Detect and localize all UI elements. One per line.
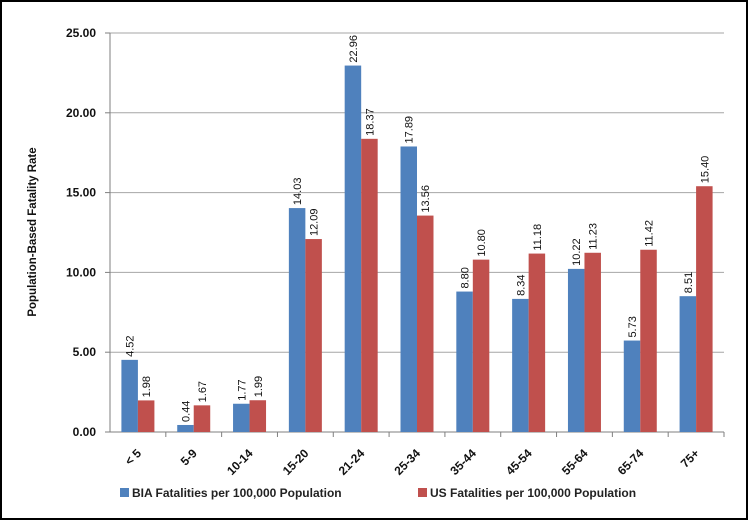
y-tick-label: 25.00 <box>66 26 96 40</box>
us-data-label: 18.37 <box>364 108 376 136</box>
bars <box>121 65 713 433</box>
x-tick-label: 55-64 <box>559 446 591 478</box>
bia-data-label: 0.44 <box>180 401 192 422</box>
us-bar <box>584 252 601 432</box>
us-data-label: 11.18 <box>532 224 544 251</box>
us-data-label: 11.42 <box>644 220 656 247</box>
us-data-label: 15.40 <box>699 156 711 184</box>
bia-data-label: 14.03 <box>292 178 304 206</box>
y-axis-label: Population-Based Fatality Rate <box>27 147 39 316</box>
legend-swatch-bia <box>120 488 129 497</box>
bia-data-label: 10.22 <box>571 238 583 266</box>
bia-data-label: 8.51 <box>683 272 695 293</box>
bia-data-label: 17.89 <box>404 116 416 144</box>
bia-bar <box>512 298 529 432</box>
x-tick-label: 5-9 <box>178 446 200 468</box>
us-bar <box>417 215 434 432</box>
x-tick-label: 65-74 <box>615 446 647 478</box>
bia-data-label: 22.96 <box>348 35 360 63</box>
bia-bar <box>177 424 194 432</box>
us-bar <box>249 400 267 432</box>
us-data-label: 1.99 <box>253 376 265 397</box>
us-bar <box>640 249 657 432</box>
us-bar <box>305 239 322 432</box>
us-data-label: 13.56 <box>420 185 432 213</box>
bia-data-label: 8.80 <box>460 267 472 288</box>
us-data-label: 12.09 <box>309 209 321 237</box>
us-data-label: 1.67 <box>197 381 209 402</box>
x-tick-label: 75+ <box>678 446 702 470</box>
us-data-label: 10.80 <box>476 229 488 257</box>
us-data-label: 11.23 <box>588 223 600 250</box>
legend-label-bia: BIA Fatalities per 100,000 Population <box>132 486 342 500</box>
x-tick-label: 35-44 <box>447 446 479 478</box>
us-bar <box>137 400 155 432</box>
us-bar <box>193 405 211 432</box>
bia-bar <box>623 340 641 432</box>
bia-bar <box>567 268 585 432</box>
bia-bar <box>288 208 306 432</box>
x-tick-label: 45-54 <box>503 446 535 478</box>
x-tick-label: < 5 <box>122 446 144 468</box>
legend-label-us: US Fatalities per 100,000 Population <box>430 486 636 500</box>
x-tick-label: 10-14 <box>224 446 256 478</box>
bia-data-label: 5.73 <box>627 316 639 337</box>
y-tick-label: 10.00 <box>66 265 96 279</box>
legend: BIA Fatalities per 100,000 Population US … <box>120 486 636 500</box>
x-tick-label: 15-20 <box>280 446 312 478</box>
bia-data-label: 8.34 <box>515 274 527 295</box>
bia-bar <box>679 296 697 432</box>
us-bar <box>472 259 490 432</box>
us-data-label: 1.98 <box>141 376 153 397</box>
bia-bar <box>233 403 250 432</box>
bia-bar <box>456 291 473 432</box>
y-tick-label: 0.00 <box>73 425 97 439</box>
us-bar <box>361 138 378 432</box>
y-tick-label: 20.00 <box>66 106 96 120</box>
y-tick-label: 15.00 <box>66 186 96 200</box>
bia-data-label: 1.77 <box>236 379 248 400</box>
bia-data-label: 4.52 <box>125 335 137 356</box>
x-tick-label: 21-24 <box>336 446 368 478</box>
bia-bar <box>344 65 362 432</box>
data-labels: 4.52 1.98 0.44 1.67 1.77 1.99 14.03 12.09 22.96 1… <box>125 35 712 422</box>
tick-labels: 0.00 5.00 10.00 15.00 20.00 25.00 < 5 5-9 10-14 1… <box>66 26 702 478</box>
legend-swatch-us <box>418 488 427 497</box>
bia-bar <box>400 146 417 433</box>
bia-bar <box>121 359 138 432</box>
us-bar <box>528 253 546 432</box>
us-bar <box>696 186 713 432</box>
x-tick-label: 25-34 <box>392 446 424 478</box>
y-tick-label: 5.00 <box>73 345 97 359</box>
